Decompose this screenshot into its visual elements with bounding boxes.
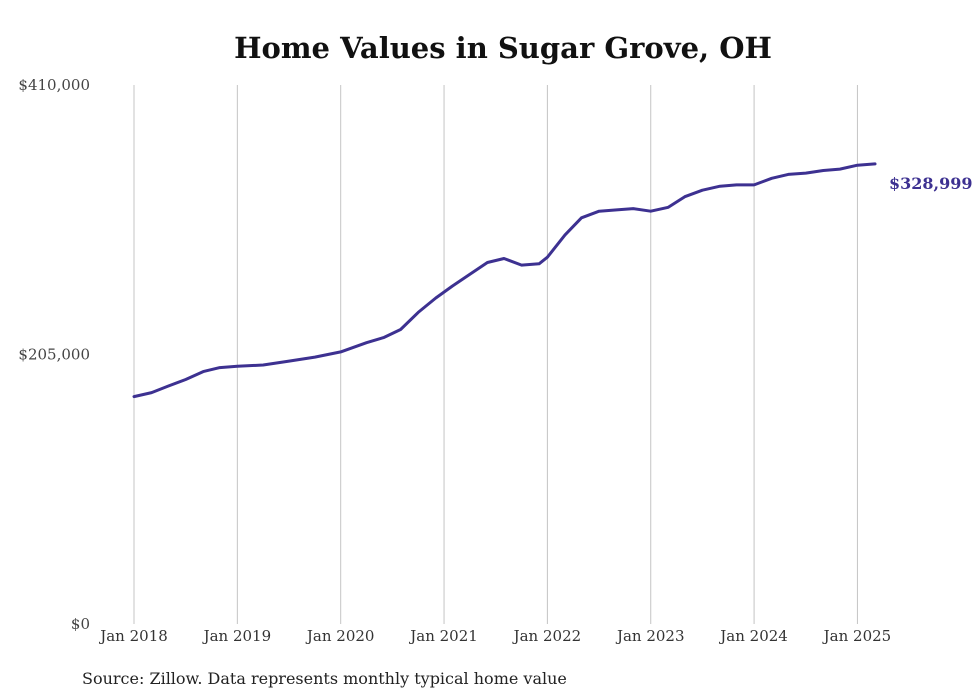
y-tick-label: $205,000 [18, 346, 90, 364]
series-layer [132, 162, 877, 399]
x-tick-label: Jan 2023 [615, 627, 685, 645]
series-line-0 [132, 162, 877, 399]
y-tick-label: $410,000 [18, 76, 90, 94]
source-note: Source: Zillow. Data represents monthly … [82, 669, 567, 688]
x-tick-label: Jan 2018 [98, 627, 168, 645]
x-tick-label: Jan 2024 [718, 627, 788, 645]
x-tick-label: Jan 2019 [202, 627, 272, 645]
x-tick-label: Jan 2021 [408, 627, 478, 645]
y-axis-ticks: $0 $205,000 $410,000 [18, 76, 90, 633]
end-value-label: $328,999 [889, 174, 973, 193]
x-tick-label: Jan 2022 [512, 627, 582, 645]
chart-title: Home Values in Sugar Grove, OH [234, 31, 772, 65]
x-tick-label: Jan 2025 [822, 627, 892, 645]
x-tick-label: Jan 2020 [305, 627, 375, 645]
grid-lines [133, 85, 858, 624]
y-tick-label: $0 [71, 615, 90, 633]
x-axis-ticks: Jan 2018 Jan 2019 Jan 2020 Jan 2021 Jan 2022… [98, 627, 891, 645]
